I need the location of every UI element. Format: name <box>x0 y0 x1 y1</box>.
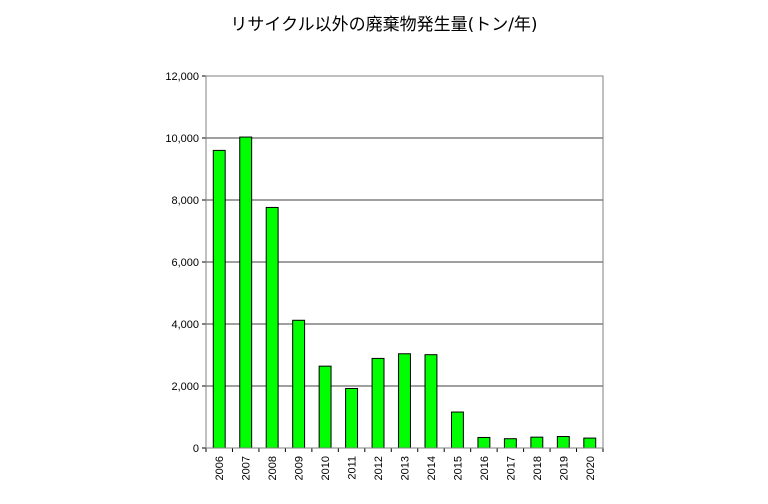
bar-2020 <box>583 437 597 449</box>
chart-title: リサイクル以外の廃棄物発生量(トン/年) <box>230 15 538 35</box>
x-tick-label: 2012 <box>373 456 385 480</box>
bar-2013 <box>398 353 411 449</box>
bar-2017 <box>503 438 517 449</box>
x-tick-label: 2008 <box>267 456 279 480</box>
x-tick-label: 2020 <box>585 456 597 480</box>
bar-2006 <box>212 149 226 449</box>
bar-2016 <box>477 436 491 449</box>
x-tick-label: 2009 <box>294 456 306 480</box>
y-tick-label: 12,000 <box>165 71 199 83</box>
x-tick-label: 2015 <box>452 456 464 480</box>
bar-2009 <box>292 319 306 449</box>
bar-2014 <box>424 354 438 449</box>
x-tick-label: 2010 <box>320 456 332 480</box>
bar-2010 <box>318 365 332 449</box>
plot-area-border <box>205 75 604 449</box>
x-tick-label: 2017 <box>505 456 517 480</box>
bar-2012 <box>371 357 385 449</box>
x-tick-label: 2016 <box>479 456 491 480</box>
y-tick-label: 8,000 <box>171 195 199 207</box>
x-tick-label: 2013 <box>400 456 412 480</box>
x-tick-label: 2018 <box>532 456 544 480</box>
y-tick-label: 2,000 <box>171 381 199 393</box>
x-tick-label: 2019 <box>558 456 570 480</box>
bar-2008 <box>265 206 279 449</box>
x-tick-label: 2006 <box>214 456 226 480</box>
y-tick-label: 4,000 <box>171 319 199 331</box>
y-tick-label: 10,000 <box>165 133 199 145</box>
y-tick-label: 6,000 <box>171 257 199 269</box>
bar-2015 <box>450 411 464 449</box>
y-tick-label: 0 <box>193 443 199 455</box>
bar-2019 <box>556 436 570 449</box>
x-tick-label: 2011 <box>347 456 359 480</box>
bar-2007 <box>239 136 253 449</box>
bar-2018 <box>530 436 544 449</box>
x-tick-label: 2014 <box>426 456 438 480</box>
x-tick-label: 2007 <box>241 456 253 480</box>
bar-2011 <box>345 387 359 449</box>
